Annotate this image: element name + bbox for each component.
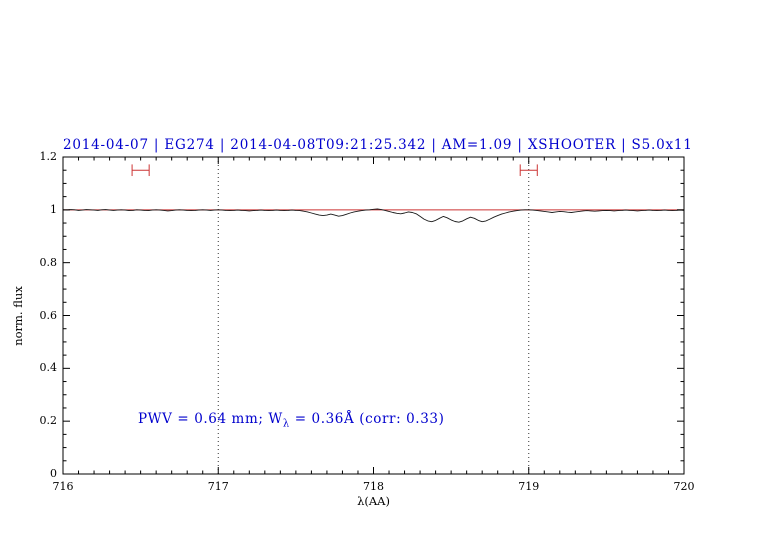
y-tick-label: 0.8 bbox=[39, 255, 58, 269]
y-tick-label: 0 bbox=[50, 467, 57, 480]
x-axis-label: λ(AA) bbox=[357, 494, 390, 508]
y-tick-label: 0.2 bbox=[39, 414, 58, 428]
pwv-annotation-text-start: PWV = 0.64 mm; W bbox=[138, 411, 283, 427]
x-tick-label: 717 bbox=[207, 480, 229, 493]
y-tick-label: 1.2 bbox=[39, 150, 58, 163]
x-tick-label: 719 bbox=[518, 480, 540, 493]
spectrum-line bbox=[62, 208, 685, 223]
x-tick-label: 718 bbox=[363, 480, 384, 493]
pwv-annotation: PWV = 0.64 mm; Wλ = 0.36Å (corr: 0.33) bbox=[138, 411, 444, 430]
pwv-annotation-text-end: = 0.36Å (corr: 0.33) bbox=[289, 411, 445, 427]
x-tick-label: 716 bbox=[52, 480, 74, 493]
y-tick-label: 0.4 bbox=[39, 361, 58, 375]
y-tick-label: 0.6 bbox=[39, 308, 58, 322]
x-tick-label: 720 bbox=[673, 480, 695, 493]
pwv-annotation-lambda-subscript: λ bbox=[282, 418, 290, 430]
y-tick-label: 1 bbox=[50, 202, 57, 216]
plot-title: 2014-04-07 | EG274 | 2014-04-08T09:21:25… bbox=[63, 137, 693, 153]
